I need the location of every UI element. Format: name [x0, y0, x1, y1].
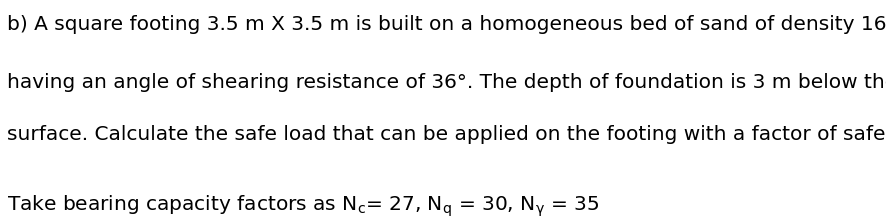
Text: b) A square footing 3.5 m X 3.5 m is built on a homogeneous bed of sand of densi: b) A square footing 3.5 m X 3.5 m is bui… [7, 15, 886, 34]
Text: surface. Calculate the safe load that can be applied on the footing with a facto: surface. Calculate the safe load that ca… [7, 125, 886, 144]
Text: Take bearing capacity factors as N$_\mathrm{c}$= 27, N$_\mathrm{q}$ = 30, N$_\ma: Take bearing capacity factors as N$_\mat… [7, 194, 599, 219]
Text: having an angle of shearing resistance of 36°. The depth of foundation is 3 m be: having an angle of shearing resistance o… [7, 73, 886, 92]
